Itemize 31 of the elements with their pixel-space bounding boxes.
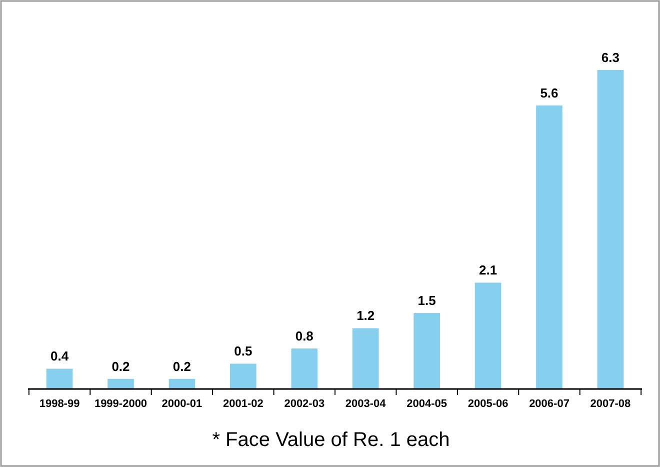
bar [291, 348, 318, 389]
x-tick-label: 1998-99 [39, 398, 80, 410]
data-label: 0.4 [50, 348, 70, 364]
bar [168, 378, 196, 389]
bar [230, 364, 256, 389]
data-label: 0.5 [234, 344, 252, 359]
bar [474, 282, 502, 389]
x-tick-label: 2002-03 [284, 398, 325, 410]
x-tick-label: 2004-05 [406, 398, 448, 410]
data-label: 6.3 [601, 50, 620, 65]
x-tick-label: 2000-01 [162, 398, 202, 410]
bar [536, 105, 562, 389]
data-label: 0.2 [172, 358, 191, 374]
data-label: 1.5 [418, 293, 436, 308]
data-label: 1.2 [356, 308, 375, 324]
x-tick-label: 2007-08 [590, 398, 631, 410]
x-tick-label: 2006-07 [529, 398, 570, 410]
x-tick-label: 1999-2000 [94, 398, 148, 410]
data-label: 2.1 [479, 262, 498, 278]
bar [597, 70, 624, 389]
data-label: 0.2 [112, 358, 130, 374]
x-tick-label: 2005-06 [468, 398, 508, 410]
text: * Face Value of Re. 1 each [212, 429, 450, 451]
bar [352, 328, 379, 389]
data-label: 0.8 [295, 328, 314, 344]
x-tick-label: 2003-04 [345, 398, 387, 410]
bar [414, 313, 440, 389]
x-tick-label: 2001-02 [222, 398, 264, 410]
data-label: 5.6 [540, 85, 558, 100]
bar [46, 368, 73, 389]
bar [108, 378, 134, 389]
